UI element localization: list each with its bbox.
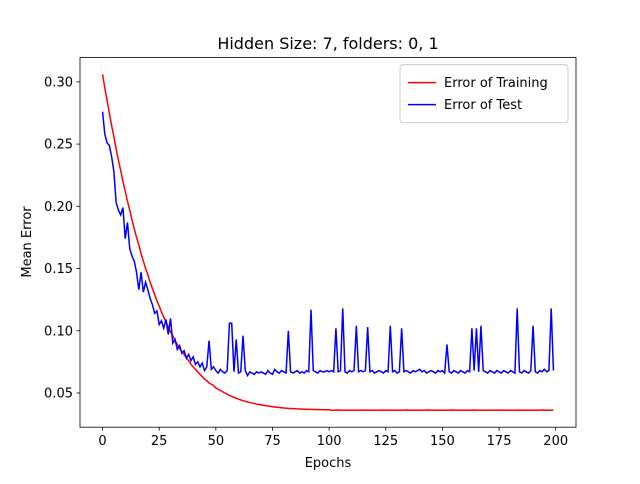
series-line (101, 111, 555, 378)
x-axis-label: Epochs (305, 456, 352, 471)
x-tick-label: 50 (208, 434, 225, 449)
legend-label: Error of Test (444, 98, 522, 113)
y-tick-label: 0.05 (44, 386, 73, 401)
x-tick-label: 175 (487, 434, 512, 449)
x-tick-label: 100 (317, 434, 342, 449)
y-tick-label: 0.20 (44, 200, 73, 215)
y-tick-label: 0.30 (44, 75, 73, 90)
x-tick-label: 25 (151, 434, 168, 449)
plot-frame (79, 57, 577, 428)
x-tick-label: 125 (373, 434, 398, 449)
series-line (101, 74, 554, 412)
legend-label: Error of Training (444, 76, 548, 91)
chart-title: Hidden Size: 7, folders: 0, 1 (217, 34, 438, 53)
x-tick-label: 200 (543, 434, 568, 449)
y-tick-label: 0.25 (44, 138, 73, 153)
y-tick-label: 0.10 (44, 324, 73, 339)
y-axis-label: Mean Error (20, 206, 35, 278)
x-tick-label: 0 (98, 434, 106, 449)
x-tick-label: 150 (430, 434, 455, 449)
x-tick-label: 75 (264, 434, 281, 449)
y-tick-label: 0.15 (44, 262, 73, 277)
legend-box (399, 64, 569, 124)
